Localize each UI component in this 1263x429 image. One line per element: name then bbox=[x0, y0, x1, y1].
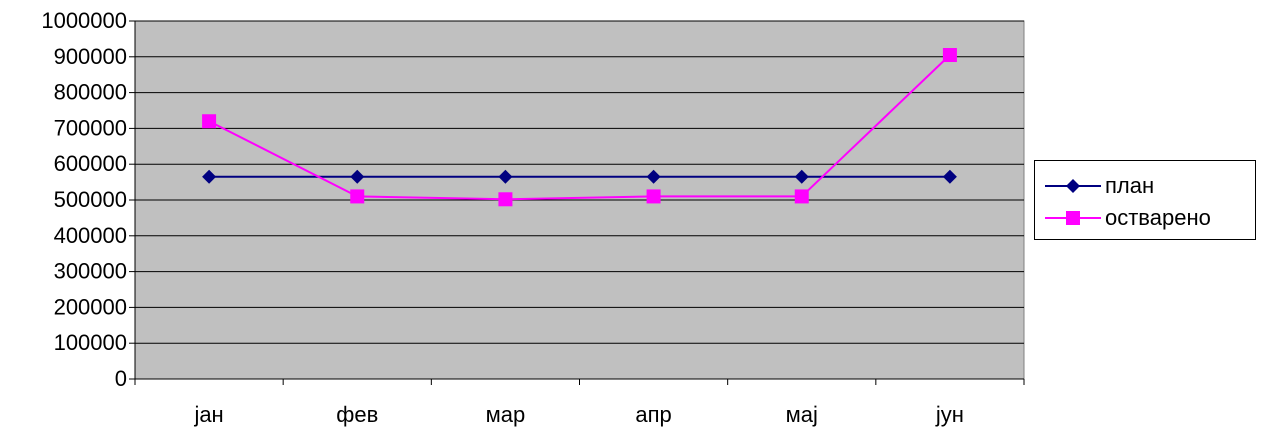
legend-item-ostvareno: остварено bbox=[1045, 203, 1211, 233]
data-point bbox=[943, 48, 957, 62]
data-point bbox=[647, 189, 661, 203]
legend-label: остварено bbox=[1105, 205, 1211, 231]
y-tick-label: 100000 bbox=[54, 330, 127, 355]
y-tick-label: 500000 bbox=[54, 187, 127, 212]
data-point bbox=[795, 189, 809, 203]
legend-item-plan: план bbox=[1045, 171, 1154, 201]
x-tick-label: апр bbox=[635, 402, 671, 427]
data-point bbox=[498, 192, 512, 206]
legend-marker-square bbox=[1045, 208, 1101, 228]
y-tick-label: 0 bbox=[115, 366, 127, 391]
x-tick-label: јан bbox=[193, 402, 223, 427]
x-tick-label: мар bbox=[486, 402, 526, 427]
legend-marker-diamond bbox=[1045, 176, 1101, 196]
legend-label: план bbox=[1105, 173, 1154, 199]
y-axis-ticks: 0 100000 200000 300000 400000 500000 600000 700… bbox=[41, 8, 135, 391]
y-tick-label: 400000 bbox=[54, 223, 127, 248]
y-tick-label: 600000 bbox=[54, 151, 127, 176]
y-tick-label: 700000 bbox=[54, 115, 127, 140]
y-tick-label: 1000000 bbox=[41, 8, 127, 33]
y-tick-label: 300000 bbox=[54, 259, 127, 284]
y-tick-label: 900000 bbox=[54, 44, 127, 69]
y-tick-label: 200000 bbox=[54, 294, 127, 319]
data-point bbox=[202, 114, 216, 128]
x-tick-label: фев bbox=[336, 402, 378, 427]
x-axis-ticks: јан фев мар апр мај јун bbox=[135, 379, 1024, 427]
legend: план остварено bbox=[1034, 160, 1256, 240]
x-tick-label: мај bbox=[786, 402, 818, 427]
y-tick-label: 800000 bbox=[54, 80, 127, 105]
data-point bbox=[350, 189, 364, 203]
x-tick-label: јун bbox=[935, 402, 964, 427]
